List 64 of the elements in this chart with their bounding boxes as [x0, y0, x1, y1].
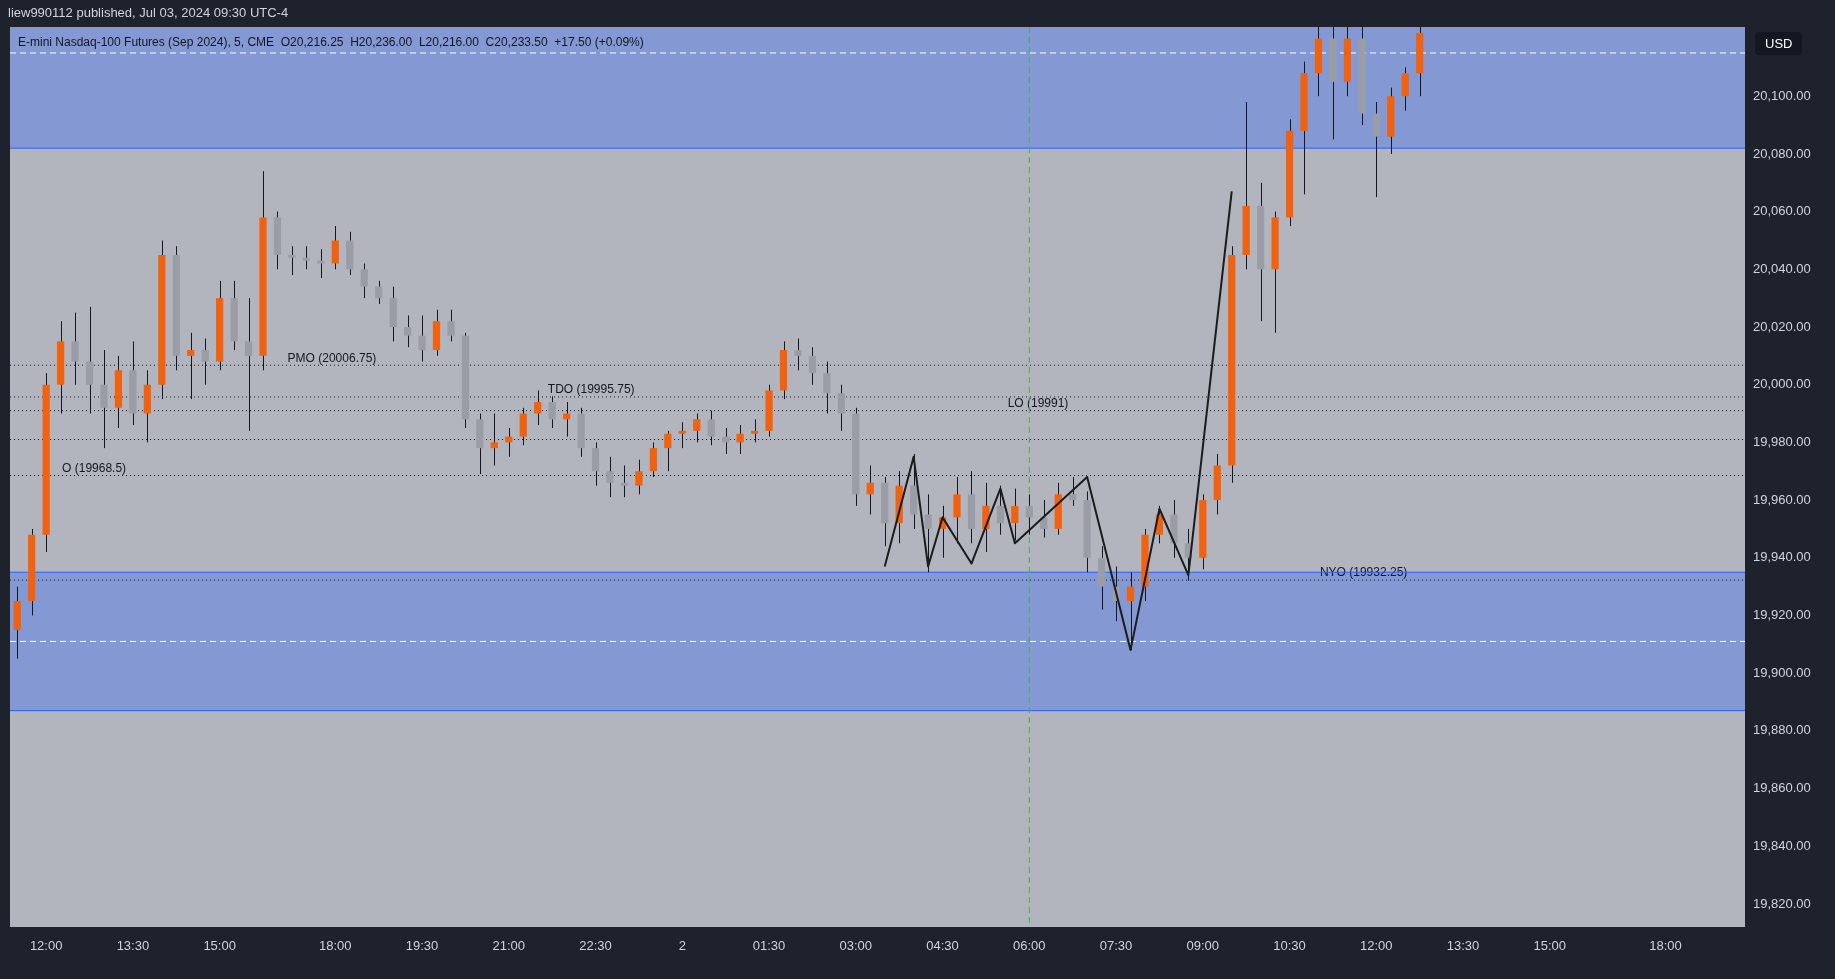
- y-axis-title: USD: [1755, 32, 1803, 55]
- x-tick-label: 18:00: [1649, 938, 1682, 954]
- x-tick-label: 04:30: [926, 938, 959, 954]
- y-tick-label: 19,880.00: [1753, 722, 1811, 738]
- x-tick-label: 09:00: [1186, 938, 1220, 954]
- candlestick: [1040, 499, 1048, 539]
- candlestick: [403, 314, 412, 348]
- x-tick-label: 12:00: [1360, 938, 1393, 954]
- candlestick: [794, 338, 802, 371]
- candlestick: [866, 464, 874, 515]
- candlestick: [1401, 66, 1409, 112]
- y-tick-label: 20,000.00: [1753, 376, 1811, 392]
- y-tick-label: 19,900.00: [1753, 664, 1811, 680]
- y-tick-label: 19,860.00: [1753, 780, 1811, 796]
- x-tick-label: 12:00: [29, 938, 63, 954]
- candlestick: [302, 245, 311, 270]
- y-tick-label: 19,960.00: [1753, 491, 1811, 507]
- y-tick-label: 20,040.00: [1753, 260, 1811, 276]
- candlestick: [288, 245, 296, 276]
- candlestick: [924, 493, 932, 573]
- candlestick: [1372, 101, 1380, 198]
- y-tick-label: 19,920.00: [1753, 607, 1811, 623]
- candlestick: [996, 485, 1005, 536]
- candlestick: [418, 314, 426, 363]
- candlestick: [317, 248, 325, 279]
- y-tick-label: 20,080.00: [1753, 145, 1811, 161]
- x-tick-label: 13:30: [1446, 938, 1480, 954]
- candlestick: [808, 346, 817, 386]
- x-tick-label: 21:00: [492, 938, 526, 954]
- candlestick: [1025, 493, 1033, 536]
- candlestick: [490, 413, 498, 466]
- x-tick-label: 03:00: [839, 938, 873, 954]
- ref-line-label: O (19968.5): [62, 460, 127, 475]
- y-tick-label: 20,100.00: [1753, 87, 1811, 103]
- candlestick: [331, 225, 339, 270]
- y-tick-label: 19,840.00: [1753, 837, 1811, 853]
- x-tick-label: 2: [678, 938, 686, 954]
- text: E-mini Nasdaq-100 Futures (Sep 2024), 5, CME O20,216.25 H20,236.00 L20,216.00 C20,233.50 +17.50 (+0.09%): [18, 35, 644, 49]
- candlestick: [375, 280, 383, 305]
- candlestick: [1011, 488, 1019, 541]
- x-tick-label: 19:30: [405, 938, 439, 954]
- y-tick-label: 20,060.00: [1753, 203, 1811, 219]
- ref-line-label: TDO (19995.75): [547, 382, 635, 397]
- x-tick-label: 10:30: [1273, 938, 1306, 954]
- y-tick-label: 19,940.00: [1753, 549, 1811, 565]
- x-tick-label: 22:30: [579, 938, 612, 954]
- y-tick-label: 19,820.00: [1753, 895, 1811, 911]
- x-tick-label: 18:00: [319, 938, 352, 954]
- candlestick: [678, 421, 686, 449]
- y-tick-label: 19,980.00: [1753, 433, 1811, 449]
- x-tick-label: 13:30: [116, 938, 150, 954]
- ref-line-label: PMO (20006.75): [287, 350, 377, 365]
- ref-line-label: LO (19991): [1007, 395, 1069, 410]
- x-tick-label: 01:30: [752, 938, 786, 954]
- x-tick-label: 15:00: [1533, 938, 1567, 954]
- x-tick-label: 15:00: [203, 938, 236, 954]
- ref-line-label: NYO (19932.25): [1319, 565, 1408, 580]
- x-tick-label: 07:30: [1099, 938, 1133, 954]
- y-tick-label: 20,020.00: [1753, 318, 1811, 334]
- candlestick: [1069, 476, 1077, 507]
- text: liew990112 published, Jul 03, 2024 09:30 UTC-4: [8, 5, 289, 20]
- candlestick: [360, 263, 368, 299]
- x-tick-label: 06:00: [1013, 938, 1046, 954]
- candlestick: [447, 309, 455, 342]
